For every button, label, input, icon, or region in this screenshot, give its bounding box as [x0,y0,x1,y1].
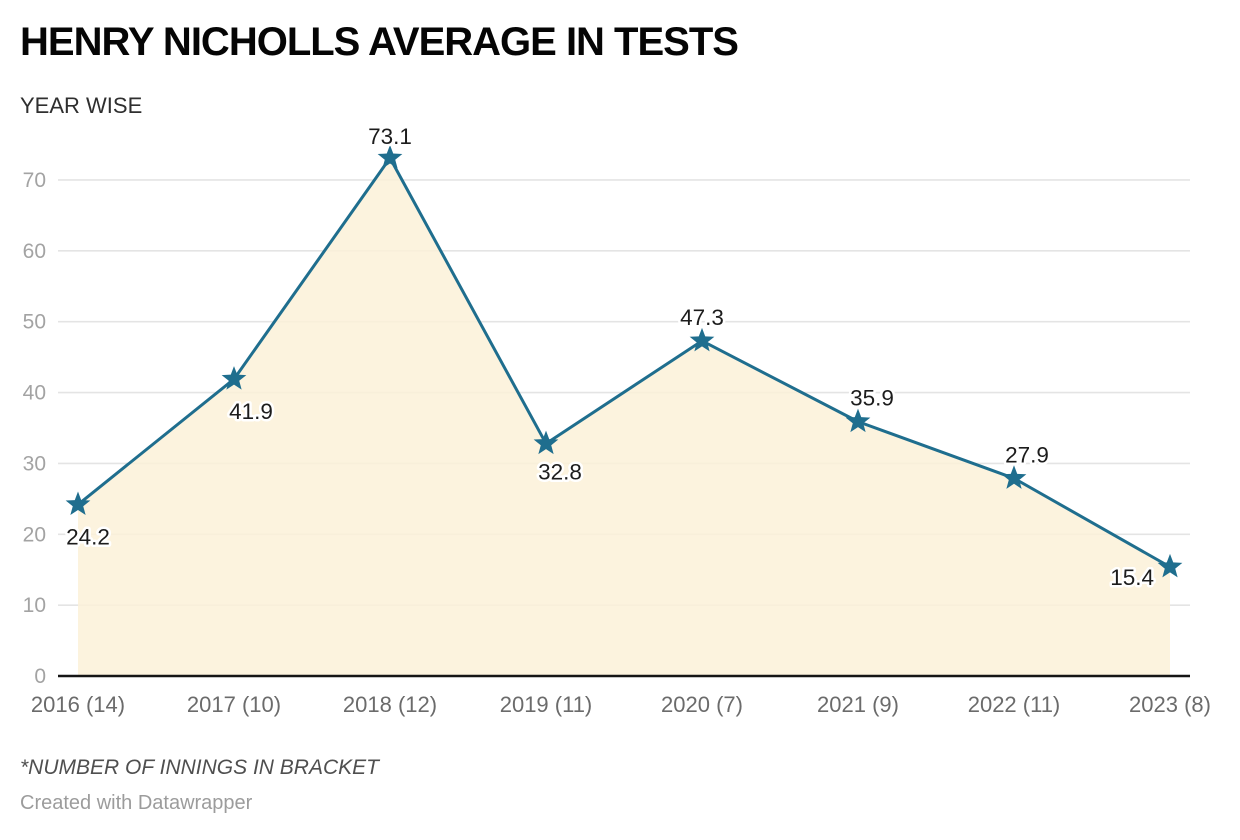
y-tick-label: 30 [23,452,46,475]
data-point-star-marker [65,491,91,516]
area-fill [78,158,1170,676]
value-label: 24.2 [66,525,110,550]
chart-footnote: *NUMBER OF INNINGS IN BRACKET [20,756,379,779]
data-point-star-marker [845,408,871,433]
value-label: 27.9 [1005,442,1049,467]
y-tick-label: 70 [23,169,46,192]
y-tick-label: 50 [23,311,46,334]
x-tick-label: 2021 (9) [817,692,899,717]
y-tick-label: 60 [23,240,46,263]
x-tick-label: 2023 (8) [1129,692,1211,717]
data-line [76,156,1172,569]
value-label: 32.8 [538,460,582,485]
y-tick-label: 0 [34,665,46,688]
y-tick-label: 20 [23,523,46,546]
data-point-star-marker [221,366,247,390]
value-label: 73.1 [368,124,412,149]
data-point-star-marker [1001,465,1027,489]
data-point-star-marker [689,327,715,352]
chart-credit: Created with Datawrapper [20,792,253,814]
x-tick-label: 2016 (14) [31,692,125,717]
data-point-star-marker [1157,553,1183,578]
chart-subtitle: YEAR WISE [20,93,143,118]
chart-title: HENRY NICHOLLS AVERAGE IN TESTS [20,20,739,64]
value-label: 41.9 [229,399,273,424]
x-tick-label: 2019 (11) [500,692,593,717]
data-point-star-marker [377,145,403,169]
value-label: 35.9 [850,386,894,411]
x-tick-label: 2022 (11) [968,692,1061,717]
x-tick-label: 2017 (10) [187,692,281,717]
x-tick-label: 2020 (7) [661,692,743,717]
value-label: 15.4 [1110,565,1154,590]
value-label: 47.3 [680,305,724,330]
data-point-star-marker [533,430,559,455]
chart-svg: 0 10 20 30 40 50 60 70 24.2 41.9 73.1 32.8 47.3 35.9 2… [23,122,1211,717]
y-tick-label: 10 [23,594,46,617]
y-tick-label: 40 [23,382,46,405]
x-tick-label: 2018 (12) [343,692,437,717]
